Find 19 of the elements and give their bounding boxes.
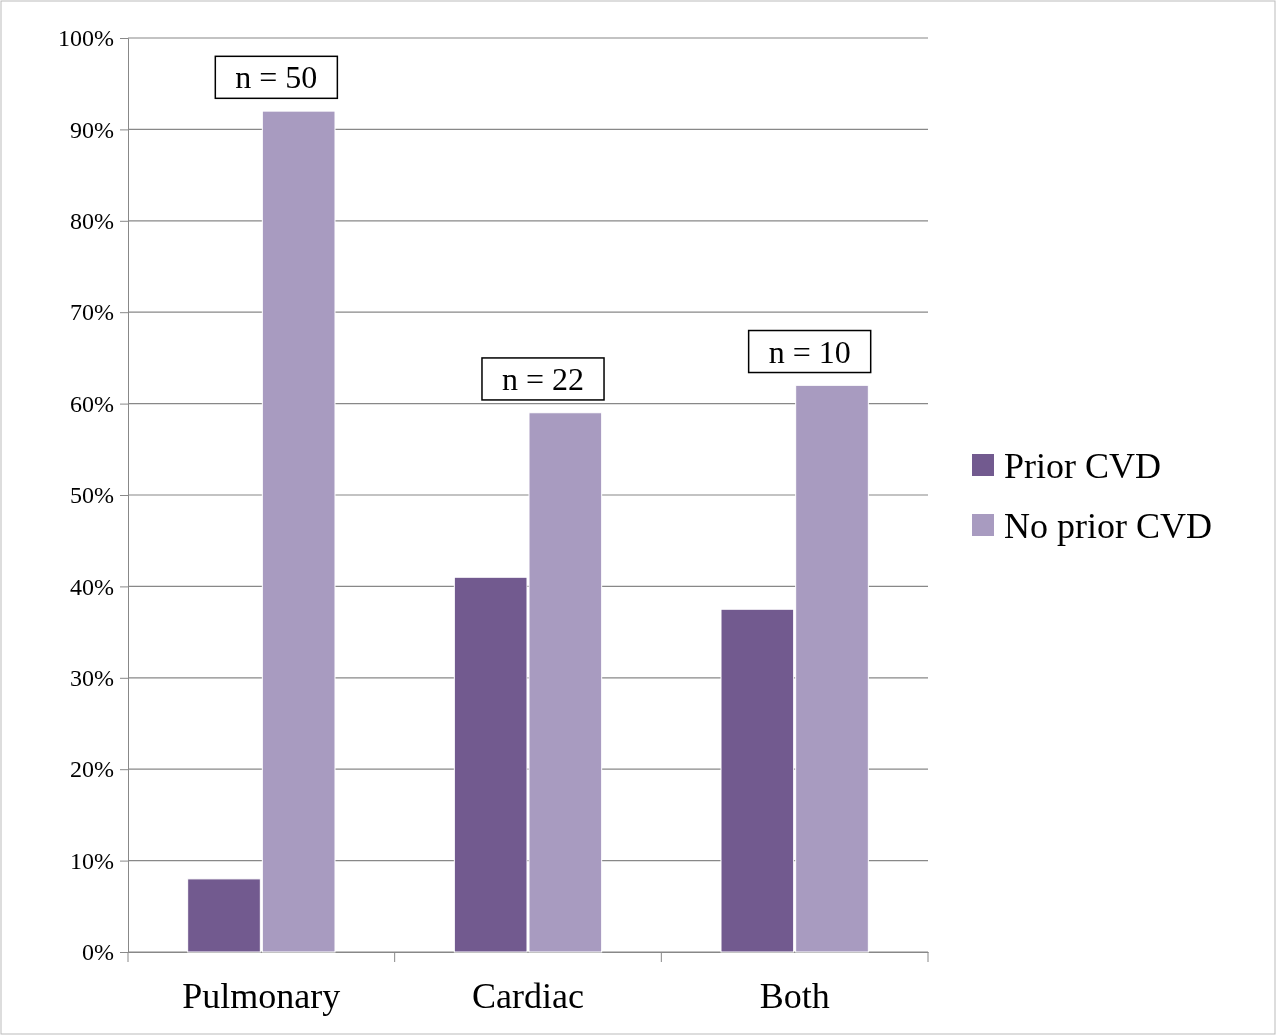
- y-tick-label: 40%: [70, 573, 114, 600]
- x-tick-label: Both: [759, 975, 830, 1016]
- x-tick-label: Pulmonary: [182, 975, 341, 1016]
- x-tick-label: Cardiac: [472, 975, 584, 1016]
- y-tick-label: 90%: [70, 116, 114, 143]
- y-tick-label: 70%: [70, 299, 114, 326]
- y-tick-label: 50%: [70, 482, 114, 509]
- legend-label: No prior CVD: [1004, 505, 1212, 546]
- legend-label: Prior CVD: [1004, 445, 1162, 486]
- annotation: n = 22: [501, 360, 585, 397]
- y-tick-label: 80%: [70, 207, 114, 234]
- y-tick-label: 60%: [70, 390, 114, 417]
- y-tick-label: 30%: [70, 664, 114, 691]
- annotation: n = 10: [768, 333, 851, 370]
- y-tick-label: 100%: [58, 25, 114, 52]
- y-tick-label: 0%: [82, 939, 114, 966]
- annotation: n = 50: [235, 59, 318, 96]
- y-tick-label: 20%: [70, 756, 114, 783]
- y-tick-label: 10%: [70, 847, 114, 874]
